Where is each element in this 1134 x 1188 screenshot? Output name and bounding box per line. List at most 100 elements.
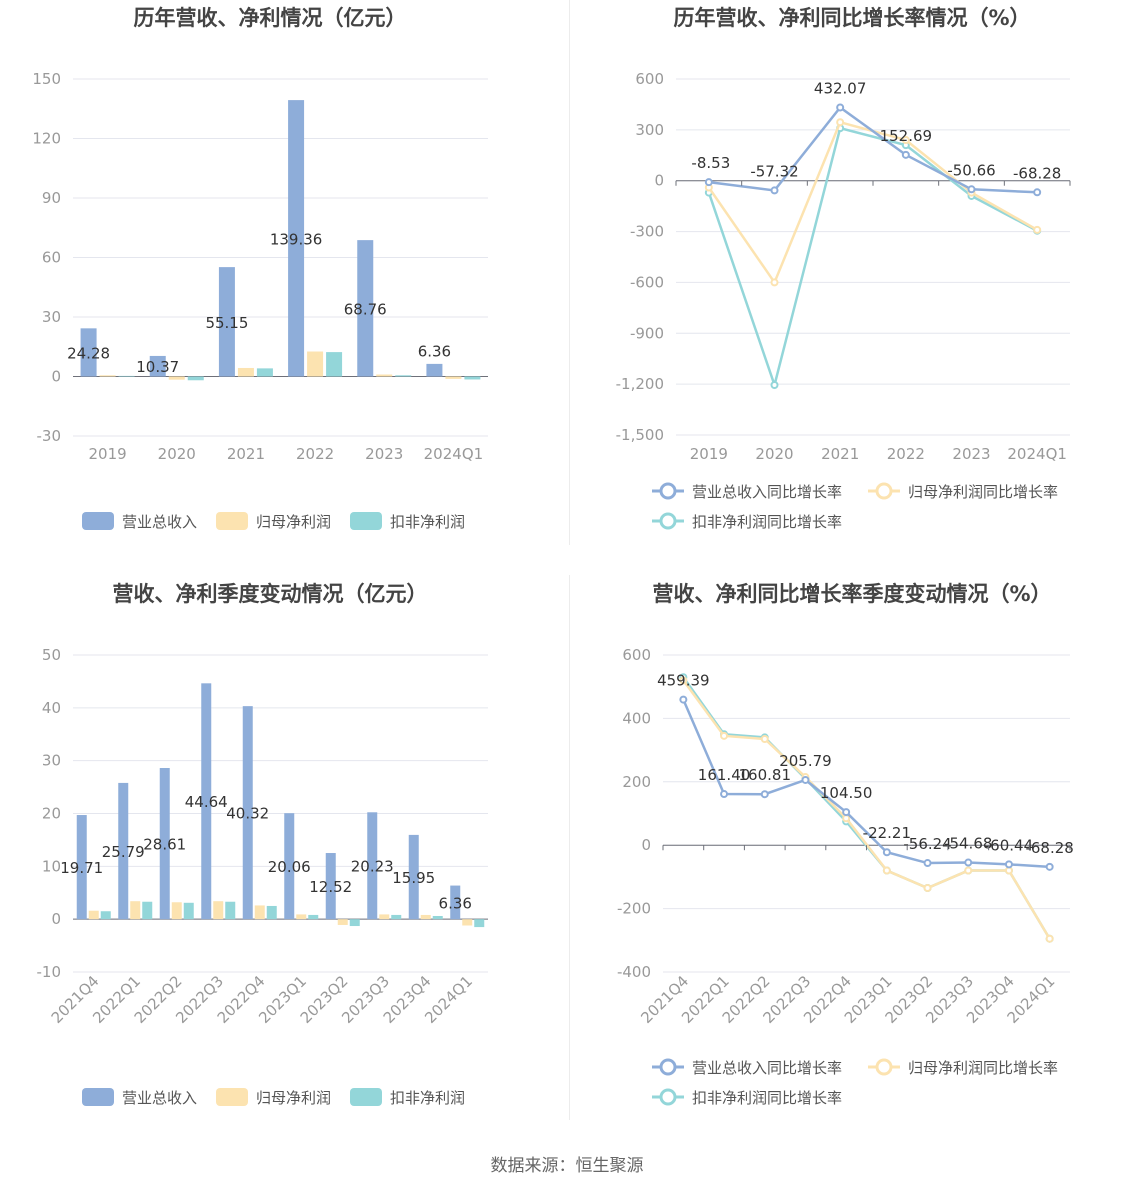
x-tick-label: 2022 — [887, 445, 925, 463]
point-data-label: 160.81 — [739, 766, 792, 784]
quarterly-bar-chart: 营收、净利季度变动情况（亿元）-100102030405019.7125.792… — [37, 582, 488, 1107]
bar-revenue — [118, 782, 129, 920]
data-point — [1033, 225, 1042, 234]
y-tick-label: 30 — [42, 752, 61, 770]
y-tick-label: 30 — [42, 308, 61, 326]
data-point — [760, 735, 769, 744]
bar-deducted-profit — [349, 919, 360, 927]
legend-label: 扣非净利润同比增长率 — [692, 513, 842, 531]
x-tick-label: 2022 — [296, 445, 334, 463]
x-tick-label: 2023 — [365, 445, 403, 463]
point-data-label: -68.28 — [1025, 839, 1073, 857]
bar-revenue — [149, 355, 166, 377]
chart-title: 营收、净利同比增长率季度变动情况（%） — [652, 582, 1051, 606]
y-tick-label: -10 — [37, 963, 62, 981]
bar-net-profit — [379, 914, 390, 920]
bar-deducted-profit — [256, 368, 273, 377]
bar-deducted-profit — [100, 911, 111, 920]
legend-label: 扣非净利润 — [390, 1089, 465, 1107]
point-data-label: 104.50 — [820, 784, 873, 802]
legend-marker — [659, 512, 677, 530]
annual-growth-panel: 历年营收、净利同比增长率情况（%） -1,500 -1,200 -900 -600 -30… — [570, 0, 1134, 545]
bar-net-profit — [445, 376, 462, 379]
x-tick-label: 2023 — [952, 445, 990, 463]
bar-deducted-profit — [118, 375, 135, 377]
chart-title: 营收、净利季度变动情况（亿元） — [113, 582, 428, 606]
x-tick-label: 2020 — [755, 445, 793, 463]
point-data-label: 459.39 — [657, 672, 710, 690]
bar-data-label: 20.23 — [351, 858, 394, 876]
point-data-label: 161.40 — [698, 766, 751, 784]
bar-net-profit — [254, 905, 265, 920]
point-data-label: -50.66 — [947, 161, 995, 179]
bar-revenue — [408, 834, 419, 920]
y-tick-label: -300 — [630, 223, 664, 241]
bar-data-label: 12.52 — [309, 878, 352, 896]
legend-label: 扣非净利润同比增长率 — [692, 1089, 842, 1107]
bar-net-profit — [99, 375, 116, 377]
legend-swatch — [350, 1088, 382, 1106]
legend-swatch — [216, 512, 248, 530]
point-data-label: 152.69 — [880, 127, 933, 145]
bar-revenue — [76, 815, 87, 920]
legend-label: 归母净利润 — [256, 513, 331, 531]
data-point — [770, 186, 779, 195]
legend-label: 营业总收入同比增长率 — [692, 1059, 842, 1077]
series-line-deducted-profit — [707, 126, 1038, 390]
y-tick-label: 0 — [654, 172, 664, 190]
data-point — [720, 731, 729, 740]
legend-label: 营业总收入 — [122, 513, 197, 531]
bar-net-profit — [376, 374, 393, 377]
data-point — [770, 380, 779, 389]
bar-revenue — [288, 100, 305, 377]
bar-net-profit — [237, 367, 254, 377]
bar-revenue — [242, 706, 253, 920]
bar-deducted-profit — [464, 376, 481, 380]
y-tick-label: -1,200 — [616, 375, 664, 393]
bar-deducted-profit — [187, 376, 204, 381]
data-point — [1004, 866, 1013, 875]
data-point — [1004, 860, 1013, 869]
data-point — [1045, 862, 1054, 871]
legend-swatch — [216, 1088, 248, 1106]
legend-label: 营业总收入 — [122, 1089, 197, 1107]
point-data-label: 432.07 — [814, 79, 867, 97]
point-data-label: -60.44 — [985, 836, 1033, 854]
bar-net-profit — [171, 902, 182, 920]
series-line-revenue — [682, 699, 1050, 869]
bar-revenue — [218, 267, 235, 377]
x-tick-label: 2020 — [158, 445, 196, 463]
y-tick-label: 600 — [622, 646, 651, 664]
bar-revenue — [426, 363, 443, 377]
bar-data-label: 15.95 — [392, 869, 435, 887]
bar-net-profit — [130, 901, 141, 920]
y-tick-label: 0 — [51, 368, 61, 386]
vertical-divider-top — [569, 0, 570, 545]
bar-net-profit — [296, 914, 307, 920]
legend-marker — [875, 482, 893, 500]
series-line-net-profit — [707, 120, 1038, 286]
data-point — [882, 848, 891, 857]
bar-deducted-profit — [395, 375, 412, 377]
bar-net-profit — [168, 376, 185, 380]
legend-marker — [875, 1058, 893, 1076]
data-point — [801, 775, 810, 784]
legend-marker — [659, 482, 677, 500]
bar-data-label: 19.71 — [60, 859, 103, 877]
bar-revenue — [367, 812, 378, 920]
data-point — [679, 676, 688, 685]
y-tick-label: 60 — [42, 249, 61, 267]
y-tick-label: 600 — [635, 70, 664, 88]
data-point — [967, 185, 976, 194]
bar-data-label: 6.36 — [439, 894, 472, 912]
bar-data-label: 28.61 — [143, 836, 186, 854]
data-point — [836, 103, 845, 112]
legend-swatch — [82, 1088, 114, 1106]
data-point — [1033, 188, 1042, 197]
x-tick-label: 2021 — [227, 445, 265, 463]
data-point — [964, 858, 973, 867]
bar-revenue — [159, 768, 170, 920]
bar-revenue — [357, 240, 374, 377]
data-point — [923, 859, 932, 868]
legend-swatch — [82, 512, 114, 530]
